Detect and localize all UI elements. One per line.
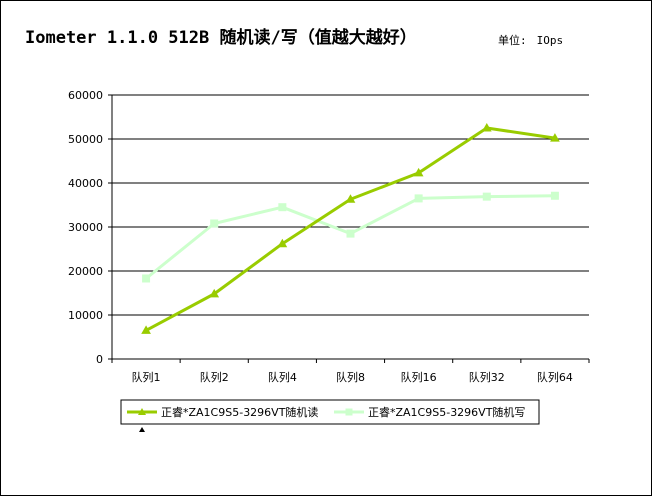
x-tick-label: 队列8 <box>336 370 365 384</box>
data-point-write <box>142 274 151 283</box>
y-tick-label: 30000 <box>68 221 103 234</box>
y-tick-label: 20000 <box>68 265 103 278</box>
data-point-read <box>345 194 356 203</box>
y-tick-label: 60000 <box>68 89 103 102</box>
y-tick-label: 0 <box>96 353 103 366</box>
legend <box>120 399 540 425</box>
data-point-read <box>209 288 220 298</box>
x-tick-label: 队列16 <box>401 370 437 384</box>
y-tick-label: 10000 <box>68 309 103 322</box>
data-point-write <box>414 194 423 203</box>
legend-marker <box>138 408 146 415</box>
data-point-write <box>346 229 355 238</box>
data-point-write <box>482 192 491 201</box>
data-point-read <box>481 122 492 132</box>
legend-extra-marker <box>139 427 145 432</box>
data-point-write <box>278 203 287 212</box>
y-tick-label: 50000 <box>68 133 103 146</box>
x-tick-label: 队列32 <box>469 370 505 384</box>
data-point-read <box>550 133 560 142</box>
unit-label: 单位: IOps <box>498 32 573 48</box>
data-point-read <box>413 167 424 177</box>
data-point-read <box>277 238 288 248</box>
data-point-write <box>550 191 559 200</box>
chart-title: Iometer 1.1.0 512B 随机读/写（值越大越好） <box>25 28 417 48</box>
x-tick-label: 队列2 <box>200 370 229 384</box>
unit-label-text: 单位: <box>498 34 527 47</box>
legend-label: 正睿*ZA1C9S5-3296VT随机写 <box>368 405 525 419</box>
legend-marker <box>345 408 353 416</box>
data-point-read <box>141 325 151 334</box>
x-tick-label: 队列4 <box>268 370 297 384</box>
data-point-write <box>210 219 219 228</box>
x-tick-label: 队列64 <box>537 370 573 384</box>
legend-label: 正睿*ZA1C9S5-3296VT随机读 <box>161 405 318 419</box>
unit-value-text: IOps <box>536 34 564 47</box>
y-tick-label: 40000 <box>68 177 103 190</box>
x-tick-label: 队列1 <box>132 370 161 384</box>
